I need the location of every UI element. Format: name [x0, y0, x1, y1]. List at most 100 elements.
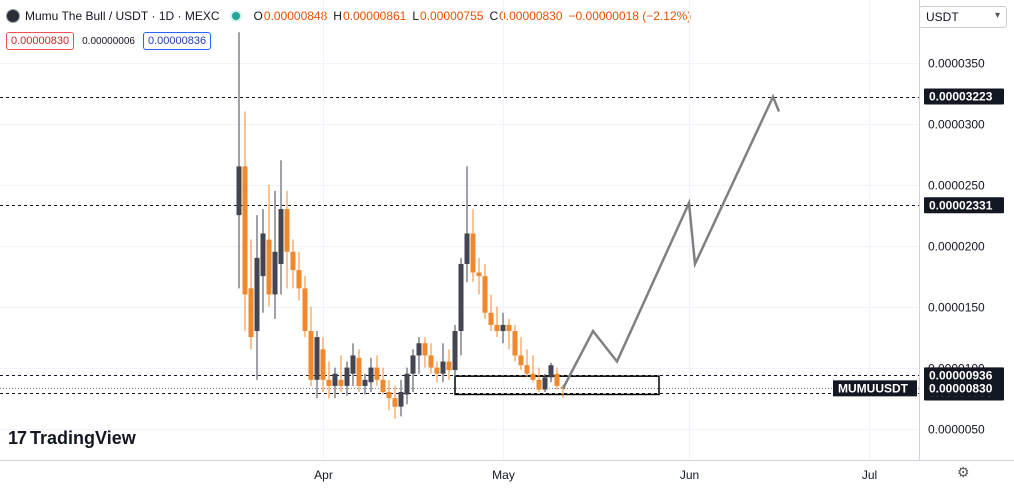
candle-up	[398, 379, 404, 417]
open-value: 0.00000848	[263, 9, 328, 23]
candle-body	[410, 355, 416, 374]
candle-down	[518, 337, 524, 371]
candle-body	[302, 288, 308, 332]
candle-body	[440, 361, 446, 374]
y-tick-label: 0.0000350	[928, 57, 985, 71]
candle-down	[494, 306, 500, 338]
symbol-tag: MUMUUSDT	[833, 380, 917, 397]
candles	[236, 32, 566, 419]
grid	[0, 0, 919, 460]
projection-line	[561, 93, 781, 389]
last-price-label-text: 0.00000830	[929, 381, 993, 395]
brand-name: TradingView	[30, 428, 136, 448]
candle-body	[530, 373, 536, 380]
candle-body	[254, 257, 260, 332]
candle-down	[422, 337, 428, 368]
candle-body	[290, 251, 296, 271]
candle-body	[518, 355, 524, 366]
chevron-down-icon: ▾	[994, 10, 1000, 21]
level-price-label-bg	[924, 88, 1004, 105]
candle-body	[416, 343, 422, 356]
level-price-label: 0.00003223	[924, 88, 1004, 105]
candle-body	[368, 367, 374, 383]
candle-down	[530, 355, 536, 383]
candle-body	[446, 361, 452, 371]
candle-body	[284, 209, 290, 252]
candle-body	[350, 355, 356, 374]
candle-up	[416, 337, 422, 374]
candle-body	[506, 324, 512, 332]
candle-up	[350, 343, 356, 386]
level-price-label: 0.00000936	[924, 367, 1004, 384]
y-tick-label: 0.0000300	[928, 118, 985, 132]
candle-body	[548, 365, 554, 378]
tradingview-logo[interactable]: 17 TradingView	[8, 428, 136, 449]
candle-down	[338, 355, 344, 393]
candle-down	[512, 324, 518, 362]
interval-label[interactable]: 1D	[158, 9, 175, 23]
candle-body	[434, 367, 440, 374]
candle-body	[236, 166, 242, 216]
candle-body	[452, 331, 458, 371]
candle-body	[542, 377, 548, 390]
candle-down	[434, 361, 440, 383]
currency-select[interactable]: USDT ▾	[919, 6, 1007, 28]
candle-down	[386, 379, 392, 411]
pair-quote[interactable]: USDT	[115, 9, 149, 23]
last-price-label: 0.00000830	[924, 380, 1004, 397]
candle-down	[308, 306, 314, 386]
x-axis-ticks: Apr May Jun Jul	[314, 468, 877, 482]
symbol-name[interactable]: Mumu The Bull	[25, 9, 106, 23]
tradingview-mark-icon: 17	[8, 428, 27, 448]
candle-up	[404, 367, 410, 405]
candle-down	[248, 239, 254, 350]
candle-body	[248, 288, 254, 338]
candle-up	[260, 209, 266, 313]
exchange-label: MEXC	[184, 9, 220, 23]
candle-down	[554, 367, 560, 390]
candle-down	[326, 361, 332, 399]
level-price-label: 0.00002331	[924, 197, 1004, 214]
candle-down	[392, 385, 398, 419]
candle-body	[488, 312, 494, 325]
candle-body	[458, 263, 464, 332]
x-tick-label: Apr	[314, 468, 333, 482]
coin-logo-icon	[6, 9, 20, 23]
candle-body	[356, 357, 362, 386]
candle-down	[524, 349, 530, 378]
candle-up	[344, 361, 350, 396]
gear-icon[interactable]: ⚙	[957, 464, 970, 480]
level-price-label-text: 0.00003223	[929, 90, 993, 104]
sell-price-button[interactable]: 0.00000830	[6, 32, 75, 50]
candle-down	[296, 251, 302, 301]
candle-down	[488, 294, 494, 332]
candle-body	[296, 270, 302, 289]
candle-body	[536, 379, 542, 390]
candle-down	[242, 111, 248, 332]
change-value: −0.00000018 (−2.12%)	[568, 9, 692, 23]
high-label: H	[333, 9, 342, 23]
market-status-icon	[231, 12, 240, 20]
buy-price-button[interactable]: 0.00000836	[142, 32, 212, 50]
candle-up	[440, 343, 446, 383]
candle-body	[374, 367, 380, 380]
candle-body	[500, 324, 506, 332]
candle-body	[332, 373, 338, 386]
candle-up	[410, 349, 416, 393]
candle-body	[260, 233, 266, 277]
candle-body	[242, 166, 248, 295]
candle-body	[326, 379, 332, 386]
candle-body	[470, 233, 476, 273]
candle-body	[392, 398, 398, 407]
y-tick-label: 0.0000050	[928, 423, 985, 437]
candle-up	[314, 331, 320, 399]
y-tick-label: 0.0000150	[928, 301, 985, 315]
candle-body	[482, 276, 488, 313]
candle-body	[308, 331, 314, 380]
candle-body	[266, 239, 272, 295]
currency-select-value: USDT	[926, 10, 959, 24]
candle-down	[428, 343, 434, 374]
candle-up	[236, 32, 242, 289]
candle-down	[356, 349, 362, 393]
